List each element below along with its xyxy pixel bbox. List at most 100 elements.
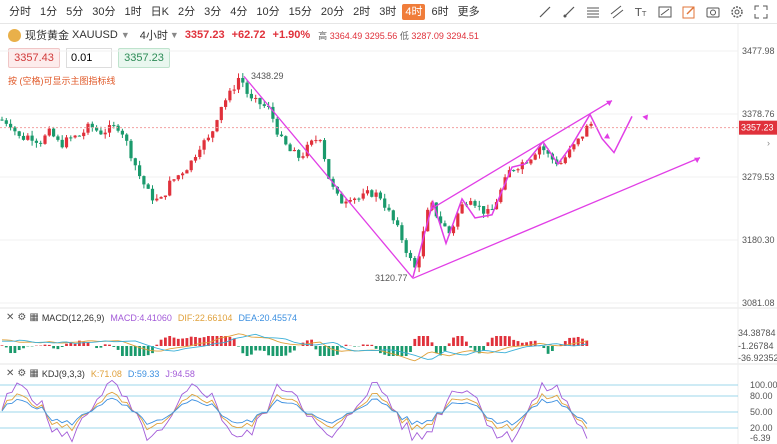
chevron-down-icon[interactable]: ▼: [169, 30, 179, 40]
candle-body: [90, 123, 94, 128]
candle-body: [168, 180, 172, 196]
symbol-code[interactable]: XAUUSD: [72, 29, 118, 41]
close-icon[interactable]: ✕: [6, 368, 15, 379]
timeframe-tab[interactable]: 15分: [288, 6, 312, 18]
macd-histogram-bar: [116, 346, 120, 350]
close-icon[interactable]: ✕: [6, 312, 15, 323]
macd-histogram-bar: [465, 341, 468, 346]
macd-histogram-bar: [95, 346, 98, 349]
settings-icon[interactable]: [727, 3, 747, 21]
macd-histogram-bar: [82, 341, 86, 346]
candle-body: [125, 134, 129, 141]
timeframe-tab[interactable]: 4分: [230, 6, 248, 18]
candle-body: [103, 132, 107, 135]
candle-body: [172, 179, 176, 181]
candle-body: [64, 137, 69, 148]
screenshot-icon[interactable]: [703, 3, 723, 21]
macd-histogram-bar: [181, 338, 184, 346]
candle-body: [150, 188, 155, 201]
dif-value: DIF:22.66104: [177, 312, 233, 323]
macd-histogram-bar: [318, 346, 322, 356]
chart-toggle-icon[interactable]: ▦: [29, 368, 39, 379]
macd-histogram-bar: [400, 346, 404, 356]
toolbar: 分时 1分 5分 30分 1时 日K 2分 3分 4分 10分 15分 20分 …: [0, 0, 777, 24]
candle-body: [533, 154, 537, 160]
candle-body: [245, 82, 249, 94]
fullscreen-icon[interactable]: [751, 3, 771, 21]
edit-icon[interactable]: [679, 3, 699, 21]
macd-histogram-bar: [490, 337, 494, 346]
timeframe-tab[interactable]: 3分: [204, 6, 222, 18]
sell-button[interactable]: 3357.43: [8, 48, 60, 68]
chart-toggle-icon[interactable]: ▦: [29, 312, 39, 323]
macd-histogram-bar: [370, 344, 374, 346]
channel-tool-icon[interactable]: [607, 3, 627, 21]
more-timeframes-dropdown[interactable]: 更多: [457, 6, 480, 18]
candle-body: [176, 175, 180, 180]
symbol-timeframe[interactable]: 4小时: [139, 30, 168, 42]
macd-title[interactable]: MACD(12,26,9): [41, 312, 105, 323]
candle-body: [271, 106, 275, 119]
open-value: 3295.56: [364, 30, 398, 41]
candle-body: [138, 165, 142, 177]
timeframe-tab[interactable]: 5分: [66, 6, 84, 18]
candle-body: [155, 198, 159, 201]
candle-body: [559, 163, 563, 165]
candle-body: [9, 123, 13, 128]
collapse-panel-icon[interactable]: ›: [767, 138, 770, 148]
candle-body: [236, 77, 241, 90]
settings-icon[interactable]: ⚙: [17, 368, 27, 379]
macd-histogram-bar: [219, 336, 223, 346]
candle-body: [99, 130, 103, 135]
candle-body: [469, 201, 473, 205]
timeframe-tab[interactable]: 10分: [256, 6, 280, 18]
timeframe-tab[interactable]: 30分: [92, 6, 116, 18]
macd-histogram-bar: [121, 346, 124, 356]
candle-body: [374, 192, 378, 197]
measure-tool-icon[interactable]: [655, 3, 675, 21]
candle-body: [43, 135, 47, 144]
timeframe-tab[interactable]: 日K: [150, 6, 169, 18]
macd-histogram-bar: [563, 341, 567, 346]
current-price: 3357.23: [184, 29, 225, 41]
macd-histogram-bar: [374, 346, 378, 349]
price-axis-label: 3180.30: [742, 235, 775, 245]
timeframe-tab[interactable]: 2分: [177, 6, 196, 18]
candle-body: [292, 150, 296, 152]
candle-body: [443, 223, 447, 227]
timeframe-tab[interactable]: 分时: [9, 6, 31, 18]
macd-histogram-bar: [503, 336, 507, 346]
macd-value: MACD:4.41060: [110, 312, 172, 323]
timeframe-tab[interactable]: 6时: [431, 6, 449, 18]
timeframe-tab[interactable]: 3时: [379, 6, 397, 18]
kdj-axis-label: 80.00: [750, 391, 773, 401]
timeframe-tab[interactable]: 2时: [353, 6, 371, 18]
symbol-name[interactable]: 现货黄金: [25, 30, 69, 42]
candle-body: [30, 135, 34, 141]
candle-body: [370, 190, 374, 197]
settings-icon[interactable]: ⚙: [17, 312, 27, 323]
buy-button[interactable]: 3357.23: [118, 48, 170, 68]
macd-histogram-bar: [232, 338, 236, 346]
candle-body: [537, 146, 542, 155]
price-axis-label: 3477.98: [742, 46, 775, 56]
macd-histogram-bar: [228, 336, 232, 346]
macd-histogram-bar: [443, 346, 447, 351]
quantity-input[interactable]: [66, 48, 112, 68]
candle-body: [314, 140, 318, 142]
fib-tool-icon[interactable]: [583, 3, 603, 21]
macd-histogram-bar: [572, 337, 576, 346]
candle-body: [421, 231, 425, 257]
timeframe-tab[interactable]: 1分: [40, 6, 58, 18]
timeframe-tab[interactable]: 20分: [320, 6, 345, 18]
line-tool-icon[interactable]: [535, 3, 555, 21]
chevron-down-icon[interactable]: ▼: [120, 30, 130, 40]
candle-body: [378, 192, 382, 199]
ray-tool-icon[interactable]: [559, 3, 579, 21]
candle-body: [232, 89, 236, 91]
timeframe-tab[interactable]: 1时: [124, 6, 142, 18]
timeframe-tab-active[interactable]: 4时: [402, 4, 426, 20]
kdj-title[interactable]: KDJ(9,3,3): [41, 368, 85, 379]
